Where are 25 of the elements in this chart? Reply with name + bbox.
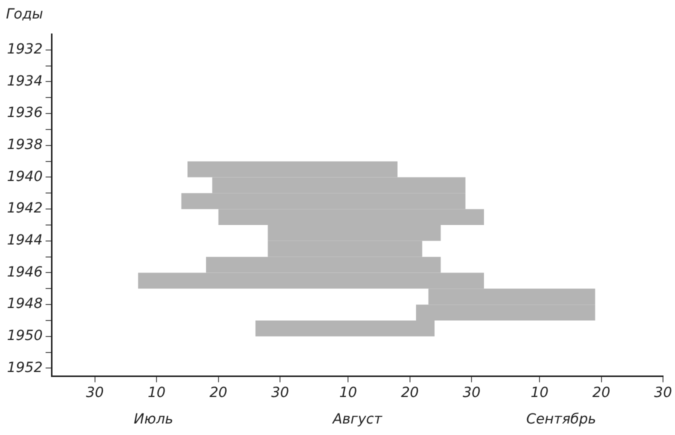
x-tick-label: 30 [654, 385, 672, 402]
y-tick-label: 1950 [6, 328, 43, 344]
x-tick-label: 30 [271, 385, 290, 402]
y-tick-label: 1938 [6, 137, 43, 154]
x-tick-label: 20 [400, 385, 419, 402]
x-tick-label: 30 [462, 385, 481, 402]
text: Сентябрь [526, 412, 596, 428]
y-tick-label: 1952 [6, 360, 43, 376]
y-tick-label: 1934 [6, 73, 43, 90]
text: Август [332, 412, 383, 428]
y-tick-label: 1944 [6, 232, 43, 249]
y-tick-label: 1942 [6, 200, 43, 217]
y-tick-label: 1948 [6, 296, 43, 312]
y-tick-label: 1932 [6, 42, 43, 58]
x-tick-label: 20 [592, 385, 610, 402]
y-axis-title: Годы [6, 6, 44, 23]
x-tick-label: 20 [209, 385, 228, 402]
y-tick-label: 1946 [6, 264, 43, 280]
x-tick-label: 10 [148, 385, 166, 402]
text: Июль [134, 412, 174, 428]
x-tick-label: 10 [339, 385, 358, 402]
y-tick-label: 1936 [6, 105, 43, 122]
x-tick-label: 30 [86, 385, 104, 402]
y-tick-label: 1940 [6, 168, 43, 185]
x-tick-label: 10 [530, 385, 549, 402]
